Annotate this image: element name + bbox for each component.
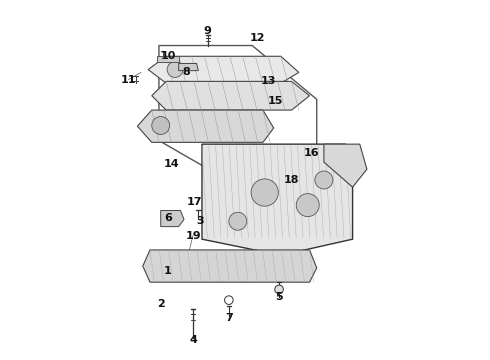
Polygon shape: [179, 63, 198, 71]
Text: 4: 4: [189, 334, 197, 345]
Polygon shape: [137, 110, 274, 142]
Polygon shape: [143, 250, 317, 282]
Text: 9: 9: [203, 26, 211, 36]
Polygon shape: [157, 56, 179, 62]
Text: 18: 18: [284, 175, 299, 185]
Polygon shape: [324, 144, 367, 187]
Text: 5: 5: [275, 292, 283, 302]
Text: 3: 3: [196, 216, 204, 226]
Text: 15: 15: [268, 96, 283, 106]
Circle shape: [315, 171, 333, 189]
Polygon shape: [148, 56, 299, 83]
Text: 13: 13: [261, 76, 276, 86]
Circle shape: [229, 212, 247, 230]
Text: 1: 1: [164, 266, 172, 276]
Circle shape: [152, 117, 170, 134]
Circle shape: [251, 179, 278, 206]
Circle shape: [296, 194, 319, 217]
Text: 6: 6: [164, 213, 172, 222]
Polygon shape: [152, 81, 310, 110]
Text: 12: 12: [250, 33, 265, 43]
Circle shape: [167, 62, 183, 77]
Text: 14: 14: [164, 159, 179, 169]
Polygon shape: [161, 211, 184, 226]
Text: 19: 19: [185, 231, 201, 240]
Polygon shape: [202, 144, 353, 255]
Text: 7: 7: [225, 313, 233, 323]
Text: 2: 2: [157, 299, 165, 309]
Text: 10: 10: [160, 51, 175, 61]
Text: 16: 16: [303, 148, 319, 158]
Text: 11: 11: [121, 75, 136, 85]
Text: 8: 8: [182, 67, 190, 77]
Circle shape: [275, 285, 283, 294]
Text: 17: 17: [187, 197, 202, 207]
